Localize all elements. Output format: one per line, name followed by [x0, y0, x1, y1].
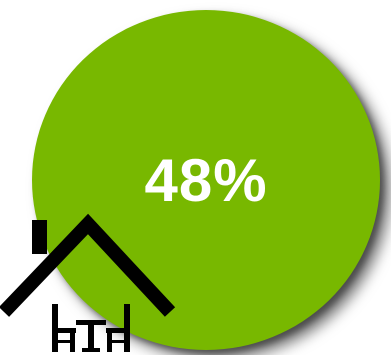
- house-dining-icon: [0, 213, 176, 352]
- stat-percentage: 48%: [144, 146, 268, 214]
- stat-circle: [32, 10, 380, 350]
